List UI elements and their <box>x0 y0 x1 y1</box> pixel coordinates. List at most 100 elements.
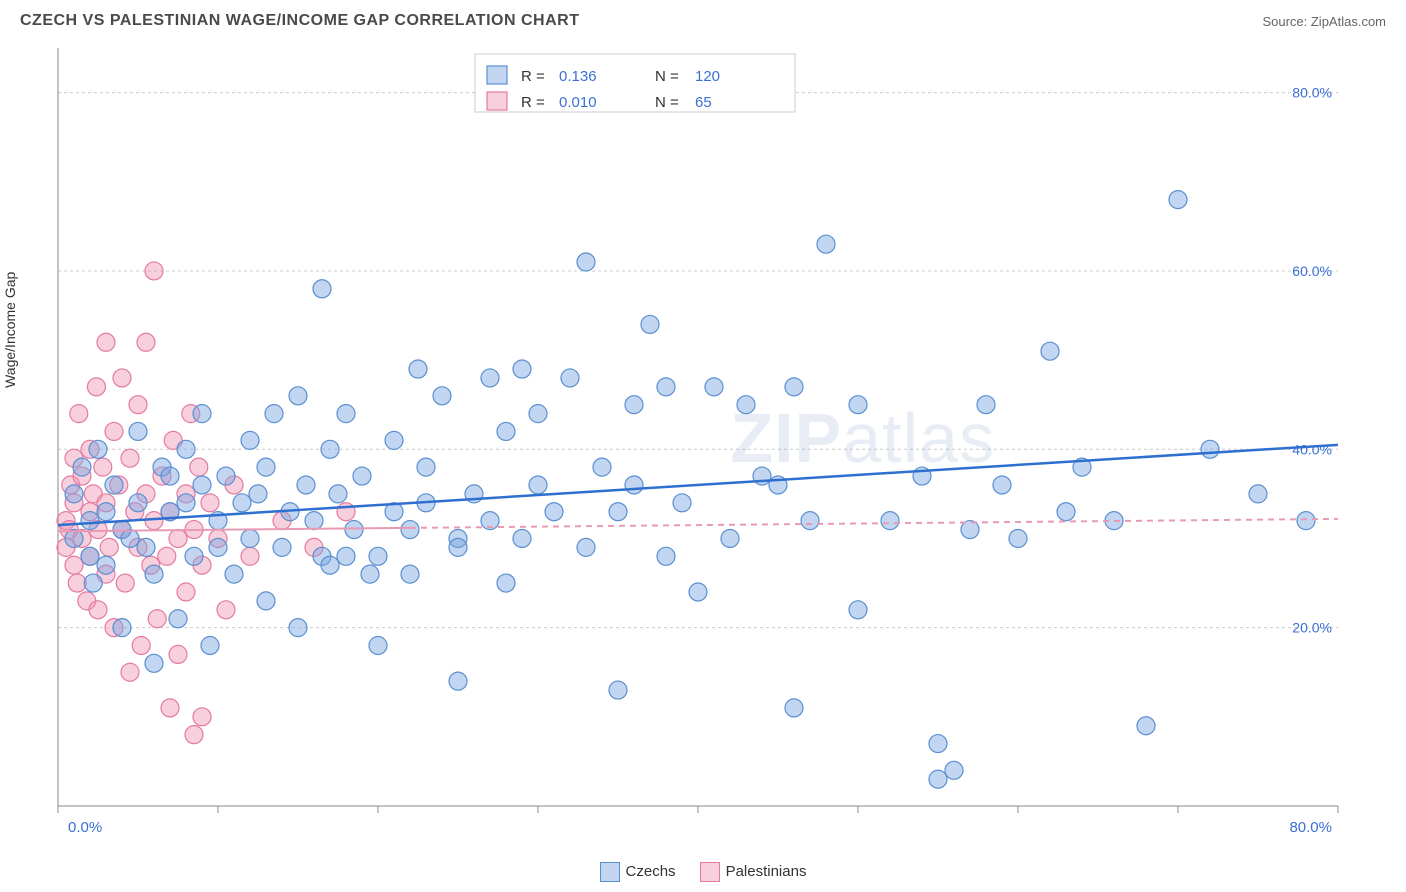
data-point-czechs <box>561 369 579 387</box>
data-point-czechs <box>257 458 275 476</box>
data-point-czechs <box>84 574 102 592</box>
legend-n-value: 65 <box>695 94 712 111</box>
data-point-palestinians <box>201 494 219 512</box>
data-point-czechs <box>177 440 195 458</box>
data-point-czechs <box>89 440 107 458</box>
data-point-palestinians <box>161 699 179 717</box>
data-point-palestinians <box>97 333 115 351</box>
data-point-czechs <box>97 556 115 574</box>
data-point-czechs <box>1137 717 1155 735</box>
data-point-czechs <box>145 565 163 583</box>
data-point-czechs <box>345 521 363 539</box>
legend-r-value: 0.136 <box>559 68 597 85</box>
data-point-czechs <box>73 458 91 476</box>
data-point-czechs <box>329 485 347 503</box>
data-point-czechs <box>689 583 707 601</box>
data-point-czechs <box>977 396 995 414</box>
data-point-czechs <box>449 672 467 690</box>
legend-label: Palestinians <box>726 863 807 880</box>
data-point-czechs <box>785 699 803 717</box>
data-point-palestinians <box>70 405 88 423</box>
chart-container: Wage/Income Gap 20.0%40.0%60.0%80.0%0.0%… <box>20 38 1386 838</box>
trend-line-palestinians-dashed <box>410 519 1338 528</box>
y-tick-label: 80.0% <box>1292 85 1332 101</box>
data-point-palestinians <box>169 645 187 663</box>
data-point-czechs <box>1249 485 1267 503</box>
data-point-palestinians <box>113 369 131 387</box>
data-point-palestinians <box>217 601 235 619</box>
data-point-czechs <box>609 503 627 521</box>
data-point-czechs <box>1041 342 1059 360</box>
data-point-czechs <box>881 512 899 530</box>
data-point-czechs <box>305 512 323 530</box>
data-point-palestinians <box>100 538 118 556</box>
data-point-palestinians <box>169 529 187 547</box>
data-point-palestinians <box>190 458 208 476</box>
data-point-czechs <box>137 538 155 556</box>
data-point-czechs <box>161 467 179 485</box>
data-point-czechs <box>369 636 387 654</box>
data-point-czechs <box>65 485 83 503</box>
legend-r-label: R = <box>521 68 545 85</box>
legend-swatch <box>487 66 507 84</box>
data-point-czechs <box>385 431 403 449</box>
data-point-czechs <box>1169 191 1187 209</box>
data-point-czechs <box>529 405 547 423</box>
data-point-czechs <box>129 422 147 440</box>
data-point-czechs <box>593 458 611 476</box>
legend-item: Czechs <box>600 862 676 882</box>
data-point-palestinians <box>177 583 195 601</box>
data-point-palestinians <box>129 396 147 414</box>
trend-line-czechs <box>58 445 1338 525</box>
data-point-czechs <box>657 378 675 396</box>
data-point-czechs <box>401 521 419 539</box>
data-point-czechs <box>577 538 595 556</box>
data-point-czechs <box>193 476 211 494</box>
data-point-czechs <box>785 378 803 396</box>
data-point-czechs <box>185 547 203 565</box>
data-point-czechs <box>849 396 867 414</box>
legend-n-value: 120 <box>695 68 720 85</box>
data-point-czechs <box>241 529 259 547</box>
data-point-czechs <box>721 529 739 547</box>
legend-n-label: N = <box>655 68 679 85</box>
data-point-palestinians <box>105 422 123 440</box>
data-point-czechs <box>577 253 595 271</box>
data-point-palestinians <box>68 574 86 592</box>
data-point-czechs <box>657 547 675 565</box>
y-tick-label: 20.0% <box>1292 620 1332 636</box>
data-point-palestinians <box>121 449 139 467</box>
data-point-palestinians <box>132 636 150 654</box>
data-point-czechs <box>113 619 131 637</box>
data-point-palestinians <box>148 610 166 628</box>
data-point-palestinians <box>193 708 211 726</box>
data-point-czechs <box>1201 440 1219 458</box>
data-point-czechs <box>529 476 547 494</box>
data-point-czechs <box>401 565 419 583</box>
data-point-czechs <box>513 529 531 547</box>
data-point-czechs <box>1297 512 1315 530</box>
data-point-czechs <box>673 494 691 512</box>
y-tick-label: 60.0% <box>1292 263 1332 279</box>
data-point-czechs <box>169 610 187 628</box>
data-point-czechs <box>417 458 435 476</box>
data-point-czechs <box>121 529 139 547</box>
data-point-czechs <box>705 378 723 396</box>
data-point-czechs <box>353 467 371 485</box>
data-point-palestinians <box>89 601 107 619</box>
legend-swatch <box>487 92 507 110</box>
data-point-czechs <box>801 512 819 530</box>
data-point-czechs <box>105 476 123 494</box>
data-point-czechs <box>321 556 339 574</box>
data-point-czechs <box>1009 529 1027 547</box>
data-point-palestinians <box>94 458 112 476</box>
data-point-palestinians <box>185 726 203 744</box>
scatter-chart: 20.0%40.0%60.0%80.0%0.0%80.0%R =0.136N =… <box>20 38 1350 838</box>
data-point-czechs <box>209 538 227 556</box>
data-point-palestinians <box>137 333 155 351</box>
data-point-czechs <box>625 396 643 414</box>
data-point-palestinians <box>116 574 134 592</box>
data-point-czechs <box>545 503 563 521</box>
data-point-palestinians <box>158 547 176 565</box>
data-point-czechs <box>265 405 283 423</box>
